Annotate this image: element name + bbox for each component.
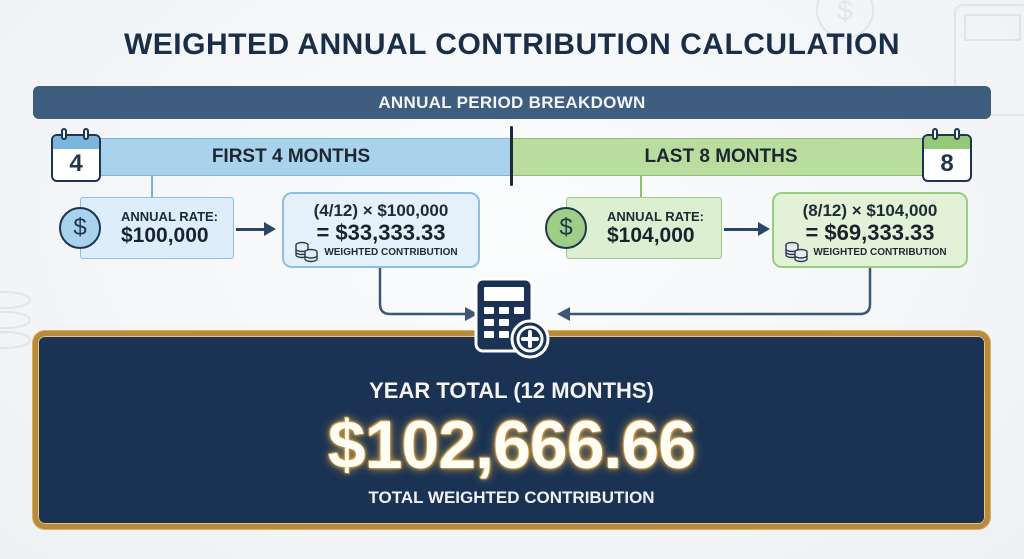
calc-sublabel: WEIGHTED CONTRIBUTION <box>324 247 458 258</box>
dollar-circle-icon: $ <box>59 207 101 249</box>
segment-label: LAST 8 MONTHS <box>644 146 798 167</box>
calendar-ring <box>932 128 938 140</box>
rate-box-first: ANNUAL RATE: $100,000 <box>80 197 234 259</box>
calc-result: = $33,333.33 <box>316 220 446 245</box>
calc-result: = $69,333.33 <box>805 220 935 245</box>
calendar-number: 4 <box>69 150 83 177</box>
period-divider <box>510 126 513 186</box>
total-sublabel: TOTAL WEIGHTED CONTRIBUTION <box>368 488 655 507</box>
calendar-ring <box>83 128 89 140</box>
total-value: $102,666.66 <box>327 407 696 483</box>
segment-label: FIRST 4 MONTHS <box>211 146 371 167</box>
segment-last-8-months: LAST 8 MONTHS <box>512 138 930 176</box>
coins-icon <box>785 241 808 263</box>
year-total-panel: YEAR TOTAL (12 MONTHS) $102,666.66 TOTAL… <box>33 331 990 529</box>
page-title: WEIGHTED ANNUAL CONTRIBUTION CALCULATION <box>123 28 901 61</box>
svg-text:$: $ <box>837 0 853 26</box>
arrow-right-icon <box>724 222 770 236</box>
rate-value: $104,000 <box>607 223 695 247</box>
calc-sublabel: WEIGHTED CONTRIBUTION <box>813 247 947 258</box>
arrow-right-icon <box>236 222 276 236</box>
dollar-circle-icon: $ <box>545 207 587 249</box>
rate-label: ANNUAL RATE: <box>607 208 705 224</box>
calendar-number: 8 <box>940 150 954 177</box>
flow-arrows <box>378 268 872 321</box>
calendar-ring <box>61 128 67 140</box>
calc-formula: (4/12) × $100,000 <box>313 201 449 220</box>
rate-box-last: ANNUAL RATE: $104,000 <box>566 197 722 259</box>
background-coins-icon <box>0 291 31 349</box>
calc-formula: (8/12) × $104,000 <box>802 201 938 220</box>
connector-line <box>640 176 642 198</box>
segment-first-4-months: FIRST 4 MONTHS <box>70 138 512 176</box>
weighted-calc-last: (8/12) × $104,000 = $69,333.33 WEIGHTED … <box>772 192 968 268</box>
weighted-calc-first: (4/12) × $100,000 = $33,333.33 WEIGHTED … <box>282 192 480 268</box>
connector-line <box>151 176 153 198</box>
rate-label: ANNUAL RATE: <box>121 208 219 224</box>
calendar-ring <box>954 128 960 140</box>
background-calculator-icon <box>954 4 1024 116</box>
rate-value: $100,000 <box>121 223 209 247</box>
coins-icon <box>295 241 318 263</box>
calendar-icon-4: 4 <box>51 134 101 182</box>
period-breakdown-bar: ANNUAL PERIOD BREAKDOWN <box>33 86 991 119</box>
period-bar-label: ANNUAL PERIOD BREAKDOWN <box>378 92 646 112</box>
calculator-plus-icon <box>474 277 550 359</box>
total-label: YEAR TOTAL (12 MONTHS) <box>369 378 654 403</box>
background-dollar-icon: $ <box>816 0 874 39</box>
calendar-icon-8: 8 <box>922 134 972 182</box>
